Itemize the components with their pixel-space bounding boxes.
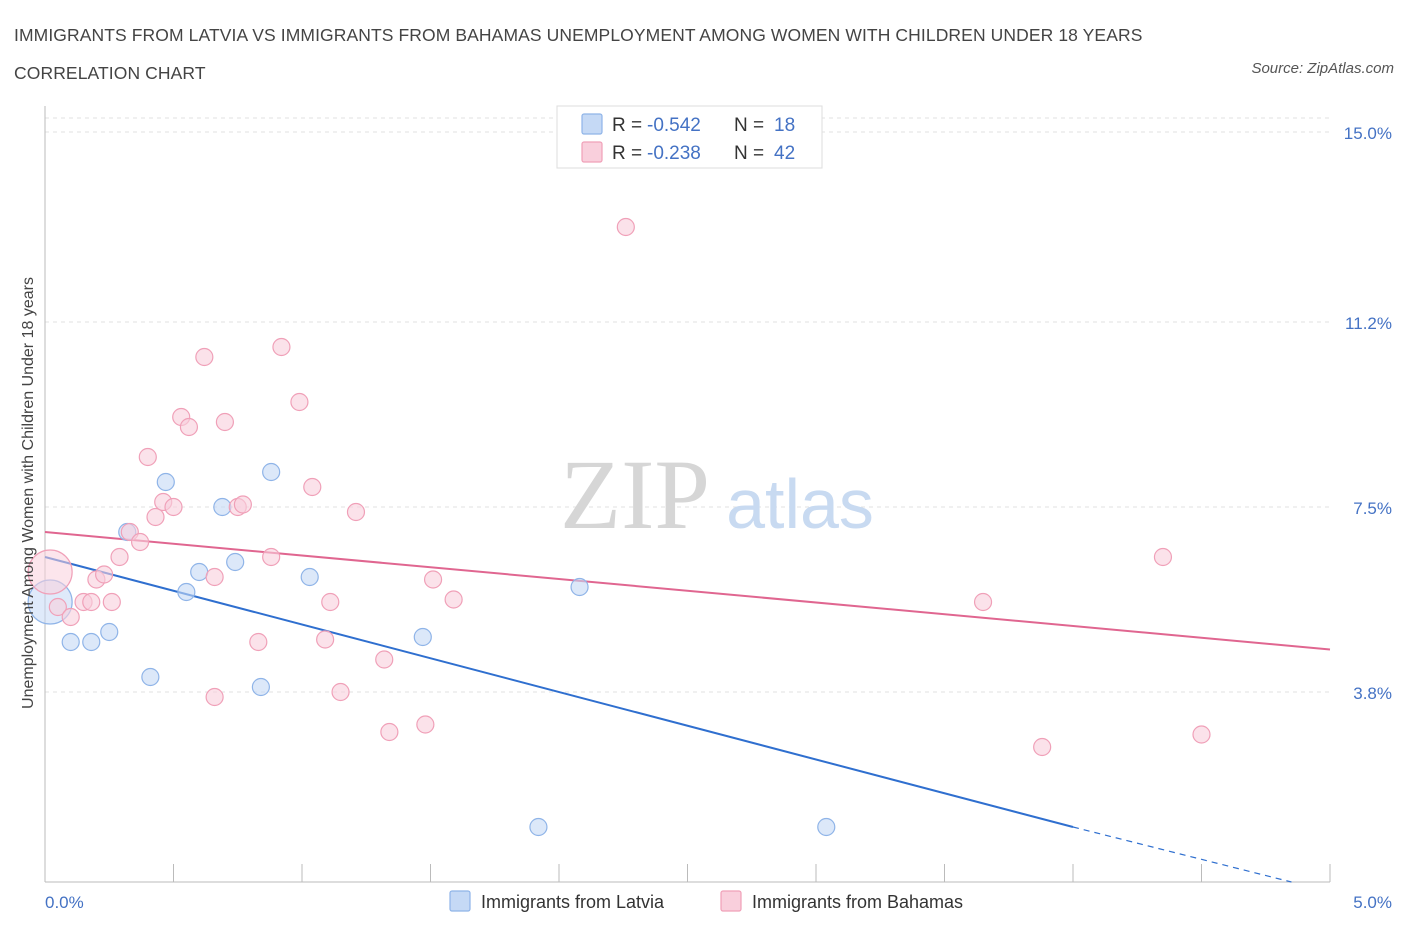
point-latvia-9 xyxy=(213,497,232,517)
point-bahamas-18 xyxy=(205,567,224,587)
point-bahamas-30 xyxy=(331,682,350,702)
point-bahamas-14 xyxy=(164,497,183,517)
legend-swatch-latvia xyxy=(581,113,603,135)
point-bahamas-39 xyxy=(1033,737,1052,757)
point-latvia-14 xyxy=(413,627,432,647)
point-latvia-17 xyxy=(817,817,836,837)
legend-r-value-bahamas: -0.238 xyxy=(647,143,701,164)
trend-line-bahamas xyxy=(44,531,1331,651)
point-bahamas-11 xyxy=(138,447,157,467)
point-latvia-11 xyxy=(251,677,270,697)
point-latvia-10 xyxy=(226,552,245,572)
legend-n-value-latvia: 18 xyxy=(774,115,795,136)
y-tick-label-0: 3.8% xyxy=(1353,684,1392,703)
point-bahamas-28 xyxy=(316,630,335,649)
point-bahamas-8 xyxy=(110,547,129,567)
series-legend-swatch-bahamas xyxy=(720,890,742,912)
point-bahamas-29 xyxy=(321,592,340,612)
watermark-zip: ZIP xyxy=(560,439,710,550)
point-latvia-8 xyxy=(190,562,209,582)
x-tick-label-1: 5.0% xyxy=(1353,893,1392,912)
x-tick-labels: 0.0% 5.0% xyxy=(45,893,1392,912)
point-latvia-5 xyxy=(141,667,160,687)
legend-r-label-latvia: R = xyxy=(612,115,642,136)
y-axis-label: Unemployment Among Women with Children U… xyxy=(20,277,37,709)
point-latvia-6 xyxy=(156,472,175,492)
y-tick-label-1: 7.5% xyxy=(1353,499,1392,518)
legend-r-label-bahamas: R = xyxy=(612,143,642,164)
point-bahamas-25 xyxy=(272,337,291,357)
point-latvia-13 xyxy=(300,567,319,587)
point-latvia-1 xyxy=(61,632,80,652)
legend-n-value-bahamas: 42 xyxy=(774,143,795,164)
point-latvia-2 xyxy=(82,632,101,652)
legend-r-value-latvia: -0.542 xyxy=(647,115,701,136)
point-bahamas-0 xyxy=(27,549,73,595)
point-bahamas-4 xyxy=(82,592,101,612)
series-legend-label-bahamas: Immigrants from Bahamas xyxy=(752,892,963,912)
y-tick-label-2: 11.2% xyxy=(1345,314,1392,333)
point-bahamas-20 xyxy=(215,412,234,432)
series-legend-swatch-latvia xyxy=(449,890,471,912)
point-bahamas-7 xyxy=(102,592,121,612)
series-legend: Immigrants from Latvia Immigrants from B… xyxy=(449,890,963,912)
chart-title: IMMIGRANTS FROM LATVIA VS IMMIGRANTS FRO… xyxy=(14,25,1143,83)
point-bahamas-41 xyxy=(1192,725,1211,744)
point-bahamas-36 xyxy=(444,590,463,609)
axes xyxy=(44,106,1331,883)
point-bahamas-6 xyxy=(95,565,114,584)
watermark: ZIP atlas xyxy=(560,439,874,550)
x-tick-label-0: 0.0% xyxy=(45,893,84,912)
point-bahamas-34 xyxy=(416,715,435,734)
point-latvia-3 xyxy=(100,622,119,642)
point-bahamas-22 xyxy=(233,495,252,514)
point-latvia-12 xyxy=(262,462,281,482)
legend-n-label-bahamas: N = xyxy=(734,143,764,164)
y-tick-labels: 3.8% 7.5% 11.2% 15.0% xyxy=(1344,124,1392,703)
point-bahamas-26 xyxy=(290,392,309,412)
point-bahamas-19 xyxy=(205,687,224,707)
point-latvia-16 xyxy=(570,577,589,597)
point-bahamas-10 xyxy=(130,532,150,552)
watermark-atlas: atlas xyxy=(726,465,874,543)
trend-line-latvia xyxy=(44,556,1074,828)
point-bahamas-24 xyxy=(262,547,281,567)
point-bahamas-23 xyxy=(249,632,268,652)
point-bahamas-2 xyxy=(61,607,80,627)
point-bahamas-38 xyxy=(973,592,993,612)
legend-swatch-bahamas xyxy=(581,141,603,163)
point-bahamas-37 xyxy=(616,217,635,237)
y-tick-label-3: 15.0% xyxy=(1344,124,1392,143)
point-latvia-7 xyxy=(177,582,196,602)
point-latvia-15 xyxy=(529,817,548,837)
trend-line-extension-latvia xyxy=(1072,826,1292,883)
stats-legend: R = -0.542 N = 18 R = -0.238 N = 42 xyxy=(556,105,823,169)
point-bahamas-32 xyxy=(375,650,394,669)
chart-source: Source: ZipAtlas.com xyxy=(1251,60,1394,77)
trend-lines xyxy=(44,531,1331,883)
gridlines xyxy=(45,117,1330,693)
point-bahamas-16 xyxy=(179,417,199,437)
point-bahamas-31 xyxy=(346,502,366,522)
legend-n-label-latvia: N = xyxy=(734,115,764,136)
data-points xyxy=(27,217,1211,837)
point-bahamas-17 xyxy=(195,347,214,367)
point-bahamas-27 xyxy=(303,477,322,497)
point-bahamas-33 xyxy=(380,722,399,742)
point-bahamas-35 xyxy=(423,570,443,589)
point-bahamas-40 xyxy=(1153,547,1173,567)
series-legend-label-latvia: Immigrants from Latvia xyxy=(481,892,665,912)
point-bahamas-12 xyxy=(146,507,165,527)
point-bahamas-1 xyxy=(48,597,67,617)
